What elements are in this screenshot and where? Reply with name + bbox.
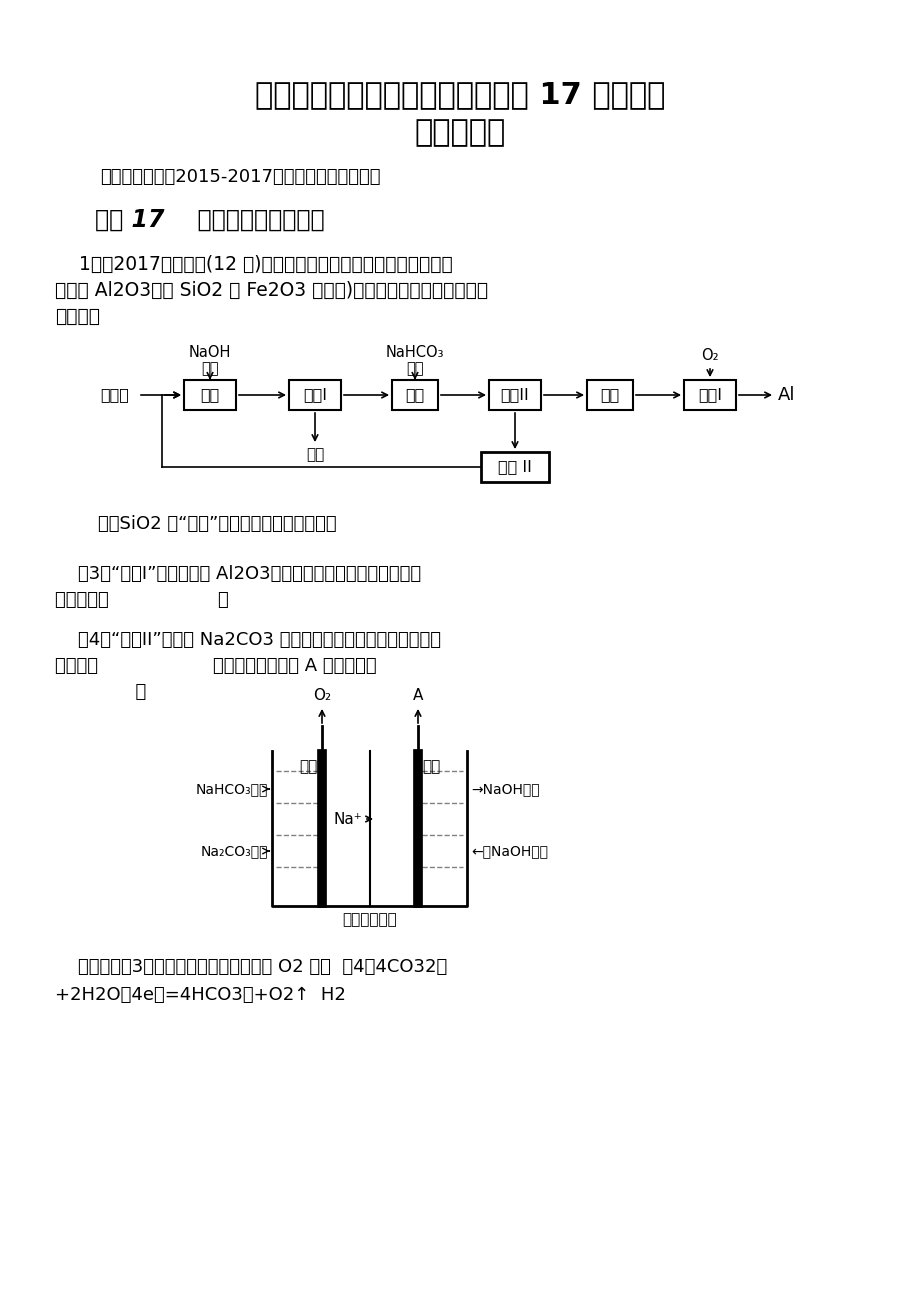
Text: 「答案」（3）石墨电极被阳极上产生的 O2 氧化  （4）4CO32－: 「答案」（3）石墨电极被阳极上产生的 O2 氧化 （4）4CO32－	[55, 958, 447, 976]
Text: Al: Al	[777, 385, 795, 404]
Text: （4）“电解II”是电解 Na2CO3 溶液，原理如图所示。阳极的电极: （4）“电解II”是电解 Na2CO3 溶液，原理如图所示。阳极的电极	[55, 631, 440, 648]
Text: 溶液: 溶液	[201, 361, 219, 376]
Text: 滤渣: 滤渣	[305, 447, 323, 462]
Text: NaHCO₃: NaHCO₃	[385, 345, 444, 359]
Text: Na₂CO₃溶液: Na₂CO₃溶液	[200, 844, 268, 858]
Bar	[391, 380, 437, 410]
Text: 程如下：: 程如下：	[55, 307, 100, 326]
Text: （3）“电解I”是电解燕融 Al2O3，电解过程中作阳极的石墨易消: （3）“电解I”是电解燕融 Al2O3，电解过程中作阳极的石墨易消	[55, 565, 421, 583]
Text: 电解 II: 电解 II	[497, 460, 531, 474]
Text: 过滤I: 过滤I	[302, 388, 326, 402]
Text: 碱溶: 碱溶	[200, 388, 220, 402]
Text: 注：SiO2 在“碱溶”时转化为铝硅酸钙沉淠。: 注：SiO2 在“碱溶”时转化为铝硅酸钙沉淠。	[75, 516, 336, 533]
Bar	[489, 380, 540, 410]
Text: O₂: O₂	[700, 348, 718, 363]
Text: Na⁺: Na⁺	[333, 811, 361, 827]
Text: 阳极: 阳极	[300, 759, 318, 773]
Text: 反应: 反应	[405, 388, 425, 402]
Text: 专题 17    电化学原理综合应用: 专题 17 电化学原理综合应用	[95, 208, 324, 232]
Text: 耗，原因是                   。: 耗，原因是 。	[55, 591, 229, 609]
Text: 成分为 Al2O3，含 SiO2 和 Fe2O3 等杂质)为原料制备铝的一种工艺流: 成分为 Al2O3，含 SiO2 和 Fe2O3 等杂质)为原料制备铝的一种工艺…	[55, 281, 488, 299]
Text: 阴极: 阴极	[422, 759, 440, 773]
Bar	[481, 452, 549, 482]
Text: 铝土矿: 铝土矿	[100, 388, 129, 402]
Text: +2H2O－4e－=4HCO3－+O2↑  H2: +2H2O－4e－=4HCO3－+O2↑ H2	[55, 986, 346, 1004]
Bar	[683, 380, 735, 410]
Text: A: A	[413, 687, 423, 703]
Text: 三年高考化学试题分项版解析专题 17 电化学原: 三年高考化学试题分项版解析专题 17 电化学原	[255, 79, 664, 109]
Bar	[586, 380, 632, 410]
Text: 灸烧: 灸烧	[600, 388, 619, 402]
Bar	[184, 380, 236, 410]
Text: 反应式为                    ，阴极产生的物质 A 的化学式为: 反应式为 ，阴极产生的物质 A 的化学式为	[55, 658, 376, 674]
Text: O₂: O₂	[312, 687, 331, 703]
Text: 1．　2017江苏卷、(12 分)铝是应用广泛的金属。以铝土矿（主要: 1． 2017江苏卷、(12 分)铝是应用广泛的金属。以铝土矿（主要	[55, 255, 452, 273]
Text: 理综合应用: 理综合应用	[414, 118, 505, 147]
Text: 「三年高考」（2015-2017）化学试题分项版解析: 「三年高考」（2015-2017）化学试题分项版解析	[100, 168, 380, 186]
Text: →NaOH溶液: →NaOH溶液	[471, 783, 539, 796]
Text: NaOH: NaOH	[188, 345, 231, 359]
Text: 溶液: 溶液	[406, 361, 424, 376]
Text: 。: 。	[55, 684, 146, 700]
Bar	[289, 380, 341, 410]
Text: ←稀NaOH溶液: ←稀NaOH溶液	[471, 844, 548, 858]
Text: 阳离子交换膜: 阳离子交换膜	[342, 911, 397, 927]
Text: 过滤II: 过滤II	[500, 388, 528, 402]
Text: 电解I: 电解I	[698, 388, 721, 402]
Text: NaHCO₃溶液: NaHCO₃溶液	[196, 783, 268, 796]
